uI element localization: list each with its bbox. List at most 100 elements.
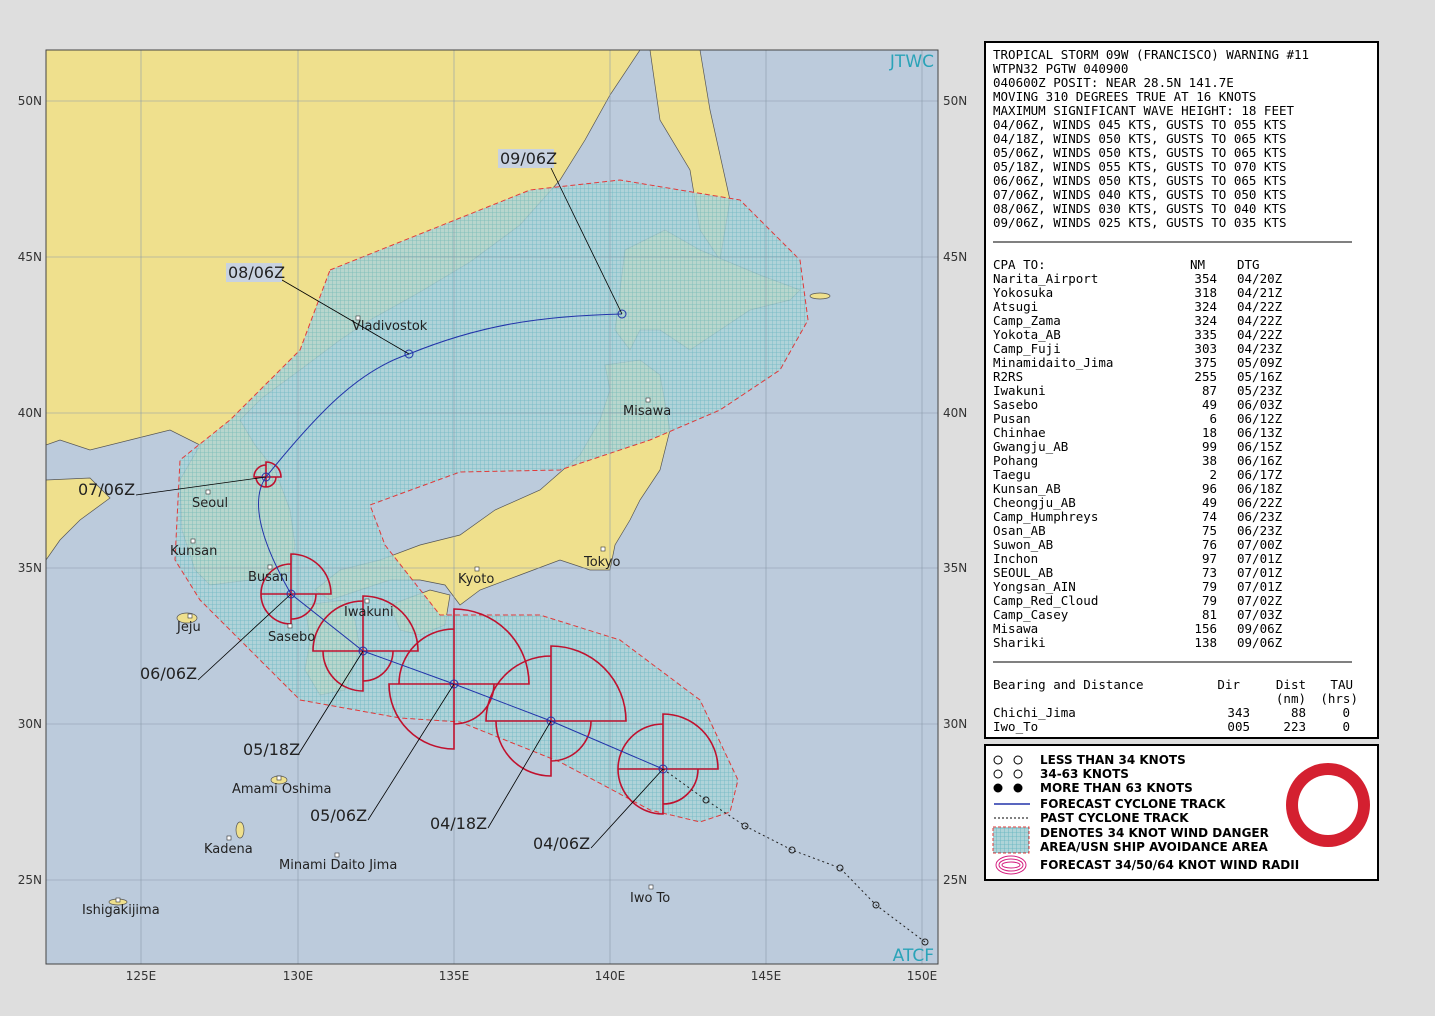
cpa-nm: 99 [1202, 439, 1217, 454]
legend-symbol [1013, 769, 1023, 779]
legend-symbol [993, 755, 1003, 765]
cpa-name: R2RS [993, 369, 1023, 384]
cpa-header: CPA TO: [993, 257, 1046, 272]
forecast-point [404, 349, 414, 359]
forecast-label: 09/06Z [500, 149, 557, 168]
legend-label: FORECAST CYCLONE TRACK [1040, 797, 1226, 811]
danger-area [174, 179, 809, 823]
cpa-name: Camp_Fuji [993, 341, 1061, 356]
legend-label: AREA/USN SHIP AVOIDANCE AREA [1040, 840, 1269, 854]
lon-label: 145E [751, 969, 782, 983]
place-dot [364, 598, 370, 604]
cpa-nm: 81 [1202, 607, 1217, 622]
place-label: Vladivostok [352, 319, 428, 334]
leader-line [135, 476, 267, 496]
cpa-dtg: 04/22Z [1237, 313, 1283, 328]
place-label: Tokyo [583, 555, 620, 570]
bearing-value: 0 [1342, 705, 1350, 720]
leader-line [550, 167, 623, 315]
cpa-nm: 74 [1202, 509, 1217, 524]
place-dot [645, 397, 651, 403]
cpa-dtg: 06/16Z [1237, 453, 1283, 468]
warning-line: TROPICAL STORM 09W (FRANCISCO) WARNING #… [993, 47, 1309, 62]
forecast-track [257, 313, 664, 770]
cpa-name: Pusan [993, 411, 1031, 426]
bearing-unit: (hrs) [1320, 691, 1358, 706]
place-label: Ishigakijima [82, 903, 160, 918]
place-dot [276, 775, 282, 781]
bearing-header: TAU [1330, 677, 1353, 692]
warning-line: 06/06Z, WINDS 050 KTS, GUSTS TO 065 KTS [993, 173, 1287, 188]
cpa-nm: 18 [1202, 425, 1217, 440]
cpa-name: Shariki [993, 635, 1046, 650]
cpa-dtg: 04/23Z [1237, 341, 1283, 356]
lon-label: 150E [907, 969, 938, 983]
cpa-name: Minamidaito_Jima [993, 355, 1113, 370]
cpa-nm: 318 [1194, 285, 1217, 300]
warning-line: MOVING 310 DEGREES TRUE AT 16 KNOTS [993, 89, 1256, 104]
bearing-value: 343 [1227, 705, 1250, 720]
lon-label: 135E [439, 969, 470, 983]
cpa-dtg: 04/20Z [1237, 271, 1283, 286]
cpa-nm: 255 [1194, 369, 1217, 384]
bearing-name: Chichi_Jima [993, 705, 1076, 720]
past-point [702, 796, 710, 804]
bearing-value: 223 [1283, 719, 1306, 734]
bearing-value: 005 [1227, 719, 1250, 734]
cpa-dtg: 06/17Z [1237, 467, 1283, 482]
forecast-point [358, 646, 368, 656]
cpa-dtg: 07/02Z [1237, 593, 1283, 608]
past-point [872, 901, 880, 909]
warning-line: 08/06Z, WINDS 030 KTS, GUSTS TO 040 KTS [993, 201, 1287, 216]
cpa-nm: 97 [1202, 551, 1217, 566]
cpa-name: Cheongju_AB [993, 495, 1076, 510]
cpa-dtg: 06/03Z [1237, 397, 1283, 412]
place-label: Amami Oshima [232, 782, 331, 797]
warning-line: WTPN32 PGTW 040900 [993, 61, 1128, 76]
forecast-point [617, 309, 627, 319]
forecast-point [546, 716, 556, 726]
lat-label: 50N [943, 94, 967, 108]
bearing-unit: (nm) [1276, 691, 1306, 706]
cpa-name: Kunsan_AB [993, 481, 1061, 496]
forecast-label: 06/06Z [140, 664, 197, 683]
legend-symbol [1013, 755, 1023, 765]
cpa-name: Osan_AB [993, 523, 1046, 538]
past-point [788, 846, 796, 854]
place-dot [355, 315, 361, 321]
cpa-name: Camp_Red_Cloud [993, 593, 1098, 608]
legend-symbol [1013, 783, 1023, 793]
lon-label: 140E [595, 969, 626, 983]
legend-symbol [993, 769, 1003, 779]
legend-label: MORE THAN 63 KNOTS [1040, 781, 1193, 795]
map-labels: 50N 50N 45N 45N 40N 40N 35N 35N 30N 30N 25N 25N 125E… [18, 94, 968, 983]
cpa-name: Sasebo [993, 397, 1038, 412]
cpa-header: NM [1190, 257, 1205, 272]
place-dot [648, 884, 654, 890]
cpa-dtg: 05/09Z [1237, 355, 1283, 370]
cpa-dtg: 07/01Z [1237, 551, 1283, 566]
place-dot [205, 489, 211, 495]
lat-label: 35N [943, 561, 967, 575]
cpa-nm: 138 [1194, 635, 1217, 650]
forecast-point [658, 764, 668, 774]
cpa-name: Misawa [993, 621, 1038, 636]
lat-label: 40N [943, 406, 967, 420]
cpa-dtg: 05/23Z [1237, 383, 1283, 398]
cpa-nm: 79 [1202, 579, 1217, 594]
bearing-value: 0 [1342, 719, 1350, 734]
label-box [498, 149, 554, 168]
cpa-name: Narita_Airport [993, 271, 1098, 286]
warning-line: 040600Z POSIT: NEAR 28.5N 141.7E [993, 75, 1234, 90]
legend-symbol [998, 858, 1024, 872]
cpa-name: SEOUL_AB [993, 565, 1053, 580]
place-dot [187, 613, 193, 619]
legend-symbol [992, 826, 1030, 854]
warning-line: 05/18Z, WINDS 055 KTS, GUSTS TO 070 KTS [993, 159, 1287, 174]
wind-radii [253, 461, 719, 815]
cpa-dtg: 07/01Z [1237, 579, 1283, 594]
place-dot [474, 566, 480, 572]
lat-label: 25N [18, 873, 42, 887]
cpa-dtg: 06/18Z [1237, 481, 1283, 496]
